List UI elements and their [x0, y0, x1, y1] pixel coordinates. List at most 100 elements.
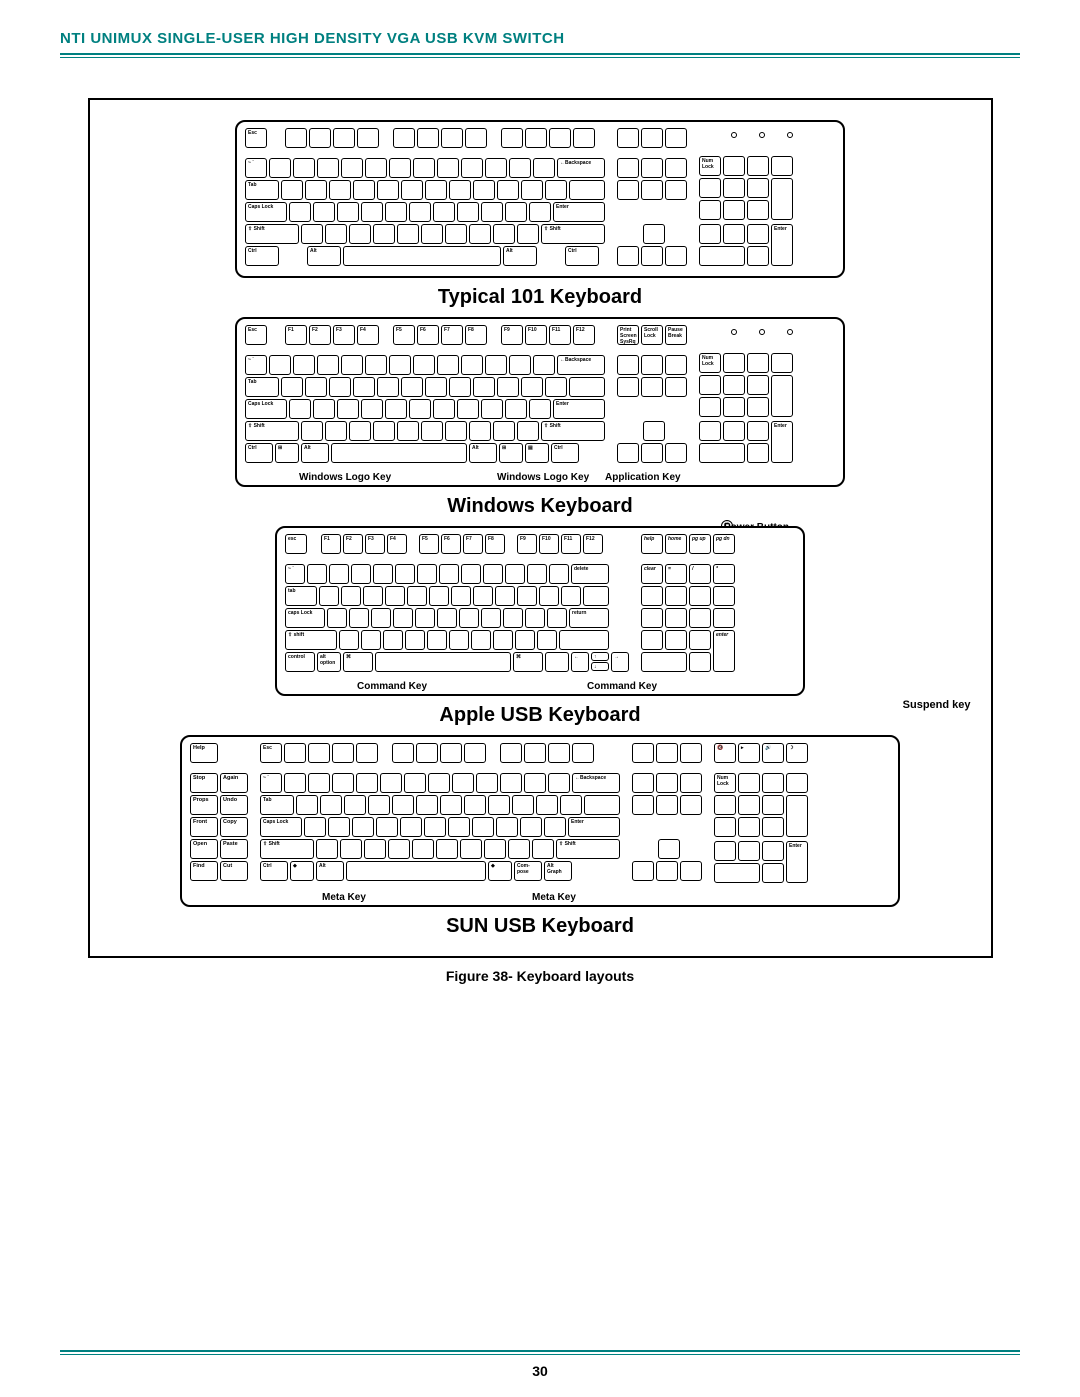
key-down: ↓	[591, 662, 609, 671]
key-blank	[385, 202, 407, 222]
key-blank	[407, 586, 427, 606]
key-shift: ⇧ Shift	[245, 421, 299, 441]
key-blank	[421, 421, 443, 441]
key-blank	[517, 224, 539, 244]
key-enter: Enter	[553, 399, 605, 419]
key-blank	[309, 128, 331, 148]
key-blank	[539, 586, 559, 606]
key-right	[680, 861, 702, 881]
key-space	[343, 246, 501, 266]
key-blank	[481, 202, 503, 222]
key-blank	[433, 399, 455, 419]
key-blank	[699, 397, 721, 417]
key-blank	[457, 399, 479, 419]
key-blank	[308, 743, 330, 763]
key-option-r	[545, 652, 569, 672]
figure-caption: Figure 38- Keyboard layouts	[60, 968, 1020, 984]
key-blank	[723, 200, 745, 220]
key-f7: F7	[441, 325, 463, 345]
key-blank	[747, 421, 769, 441]
key-blank	[665, 630, 687, 650]
key-blank	[521, 180, 543, 200]
key-blank	[689, 608, 711, 628]
key-blank	[617, 128, 639, 148]
key-blank	[632, 773, 654, 793]
key-blank	[401, 180, 423, 200]
key-blank	[529, 399, 551, 419]
key-left: ←	[571, 652, 589, 672]
key-blank	[325, 224, 347, 244]
key-blank	[497, 377, 519, 397]
key-blank	[392, 743, 414, 763]
key-blank	[449, 180, 471, 200]
key-blank	[364, 839, 386, 859]
key-blank	[365, 355, 387, 375]
key-blank	[699, 246, 745, 266]
key-blank	[713, 608, 735, 628]
key-blank	[665, 608, 687, 628]
key-paste: Paste	[220, 839, 248, 859]
key-f4: F4	[387, 534, 407, 554]
key-blank	[349, 608, 369, 628]
key-f9: F9	[501, 325, 523, 345]
key-tilde: ~ `	[285, 564, 305, 584]
key-blank	[738, 773, 760, 793]
key-blank	[641, 652, 687, 672]
key-space	[331, 443, 467, 463]
key-blank	[461, 564, 481, 584]
key-blank	[723, 353, 745, 373]
key-blank	[380, 773, 402, 793]
key-blank	[400, 817, 422, 837]
key-blank	[617, 180, 639, 200]
key-winlogo: ⊞	[275, 443, 299, 463]
key-blank	[361, 630, 381, 650]
key-blank	[680, 743, 702, 763]
key-blank	[545, 377, 567, 397]
key-blank	[461, 158, 483, 178]
key-blank	[333, 128, 355, 148]
key-up	[643, 224, 665, 244]
key-blank	[665, 377, 687, 397]
key-f12: F12	[573, 325, 595, 345]
key-blank	[699, 224, 721, 244]
key-blank	[656, 743, 678, 763]
key-f12: F12	[583, 534, 603, 554]
key-blank	[429, 586, 449, 606]
key-blank	[747, 246, 769, 266]
key-blank	[349, 421, 371, 441]
key-blank	[762, 795, 784, 815]
annot-cmd-r: Command Key	[587, 681, 657, 692]
key-numplus	[771, 375, 793, 417]
key-blank	[328, 817, 350, 837]
key-blank	[617, 158, 639, 178]
key-props: Props	[190, 795, 218, 815]
key-shift-r	[559, 630, 609, 650]
key-shift: ⇧ Shift	[245, 224, 299, 244]
key-blank	[714, 817, 736, 837]
key-blank	[680, 773, 702, 793]
key-blank	[373, 564, 393, 584]
key-blank	[401, 377, 423, 397]
key-blank	[332, 773, 354, 793]
key-undo: Undo	[220, 795, 248, 815]
key-up	[658, 839, 680, 859]
key-home: home	[665, 534, 687, 554]
key-blank	[496, 817, 518, 837]
key-right	[665, 443, 687, 463]
key-blank	[495, 586, 515, 606]
key-blank	[424, 817, 446, 837]
key-shift: ⇧ shift	[285, 630, 337, 650]
key-blank	[437, 355, 459, 375]
key-down	[641, 443, 663, 463]
key-blank	[319, 586, 339, 606]
key-down	[641, 246, 663, 266]
key-blank	[536, 795, 558, 815]
key-blank	[641, 355, 663, 375]
key-blank	[307, 564, 327, 584]
key-numlock: Num Lock	[714, 773, 736, 793]
key-blank	[500, 743, 522, 763]
key-f5: F5	[419, 534, 439, 554]
key-blank	[296, 795, 318, 815]
key-mute-icon: 🔇	[714, 743, 736, 763]
key-winlogo-r: ⊞	[499, 443, 523, 463]
